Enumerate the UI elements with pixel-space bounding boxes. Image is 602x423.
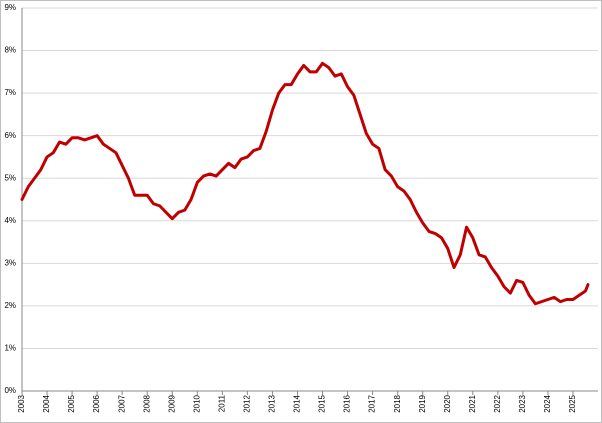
x-tick-label: 2021 bbox=[468, 394, 477, 412]
x-tick-label: 2016 bbox=[343, 394, 352, 412]
y-tick-label: 0% bbox=[4, 386, 16, 395]
y-tick-label: 1% bbox=[4, 344, 16, 353]
x-tick-label: 2014 bbox=[293, 394, 302, 412]
x-tick-label: 2025 bbox=[568, 394, 577, 412]
x-tick-label: 2017 bbox=[368, 394, 377, 412]
x-tick-label: 2020 bbox=[443, 394, 452, 412]
x-tick-label: 2015 bbox=[318, 394, 327, 412]
y-tick-label: 9% bbox=[4, 3, 16, 12]
x-tick-label: 2019 bbox=[418, 394, 427, 412]
x-tick-label: 2010 bbox=[192, 394, 201, 412]
y-tick-label: 3% bbox=[4, 258, 16, 267]
x-tick-label: 2004 bbox=[42, 394, 51, 412]
x-tick-label: 2005 bbox=[67, 394, 76, 412]
y-tick-label: 8% bbox=[4, 46, 16, 55]
x-tick-label: 2003 bbox=[17, 394, 26, 412]
x-tick-label: 2018 bbox=[393, 394, 402, 412]
y-tick-label: 7% bbox=[4, 88, 16, 97]
x-tick-label: 2023 bbox=[518, 394, 527, 412]
y-tick-label: 4% bbox=[4, 216, 16, 225]
y-tick-label: 6% bbox=[4, 131, 16, 140]
data-line bbox=[20, 61, 590, 306]
x-tick-label: 2013 bbox=[268, 394, 277, 412]
x-tick-label: 2012 bbox=[243, 394, 252, 412]
x-tick-label: 2007 bbox=[117, 394, 126, 412]
x-tick-label: 2024 bbox=[543, 394, 552, 412]
x-tick-label: 2022 bbox=[493, 394, 502, 412]
y-tick-label: 5% bbox=[4, 173, 16, 182]
y-tick-label: 2% bbox=[4, 301, 16, 310]
x-tick-label: 2008 bbox=[142, 394, 151, 412]
x-tick-label: 2006 bbox=[92, 394, 101, 412]
x-tick-label: 2011 bbox=[217, 394, 226, 412]
x-tick-label: 2009 bbox=[167, 394, 176, 412]
